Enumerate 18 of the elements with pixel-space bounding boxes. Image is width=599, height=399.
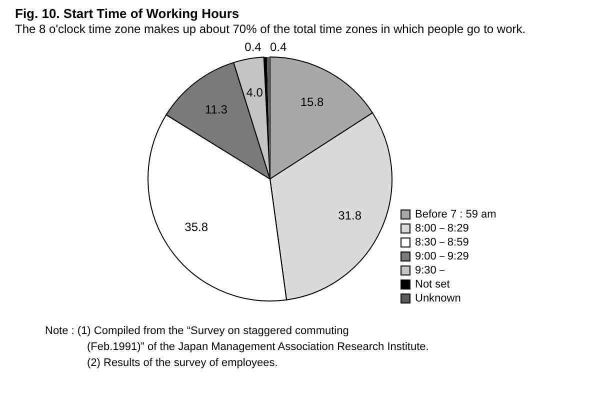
- data-label: 15.8: [300, 94, 324, 109]
- legend-label: Unknown: [415, 292, 461, 304]
- data-label: 31.8: [338, 208, 362, 223]
- legend-label: Before 7 : 59 am: [415, 208, 496, 220]
- text: (2) Results of the survey of employees.: [87, 357, 278, 369]
- data-label: 4.0: [246, 86, 264, 100]
- text: Note : (1) Compiled from the “Survey on staggered commuting (Feb.1991)” of the Japan Management Association Research Institute.: [45, 325, 429, 353]
- chart-title: Fig. 10. Start Time of Working Hours: [15, 6, 240, 21]
- data-label: 0.4: [244, 40, 262, 54]
- legend-label: 9:30－: [415, 264, 448, 276]
- legend-label: 8:00－8:29: [415, 222, 469, 234]
- chart-subtitle: The 8 o'clock time zone makes up about 70% of the total time zones in which people go to work.: [15, 22, 526, 36]
- legend-label: 9:00－9:29: [415, 250, 469, 262]
- legend-label: Not set: [415, 278, 450, 290]
- legend-label: 8:30－8:59: [415, 236, 469, 248]
- data-label: 11.3: [204, 102, 228, 117]
- data-label: 0.4: [270, 40, 287, 54]
- data-label: 35.8: [184, 220, 208, 234]
